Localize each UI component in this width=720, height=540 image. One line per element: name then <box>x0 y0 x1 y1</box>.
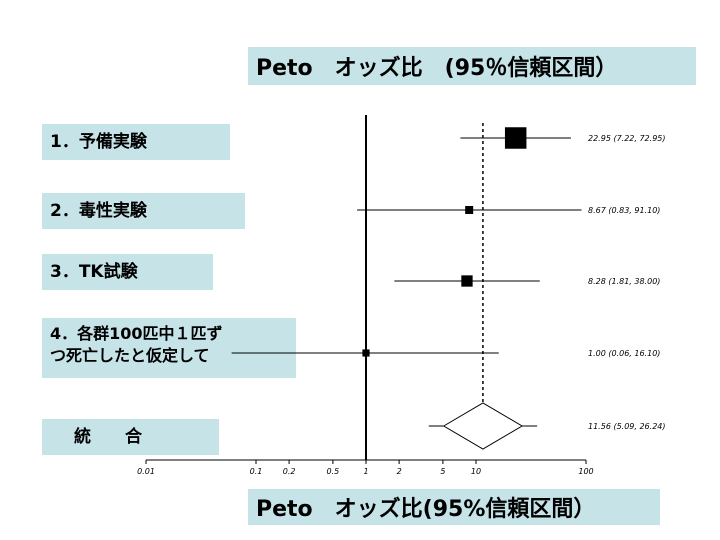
x-tick-label-0.5: 0.5 <box>327 467 340 476</box>
ci-text-study-1: 22.95 (7.22, 72.95) <box>588 134 666 143</box>
point-estimate-study-2 <box>465 206 474 214</box>
ci-text-pooled: 11.56 (5.09, 26.24) <box>588 422 666 431</box>
study-label-1: 1．予備実験 <box>42 124 230 160</box>
point-estimate-study-1 <box>504 127 527 149</box>
chart-title: Peto オッズ比 (95％信頼区間） <box>248 47 696 85</box>
x-tick-label-100: 100 <box>578 467 593 476</box>
x-tick-label-0.2: 0.2 <box>283 467 296 476</box>
study-label-2: 2．毒性実験 <box>42 193 245 229</box>
x-tick-label-10: 10 <box>471 467 481 476</box>
pooled-diamond <box>442 402 524 450</box>
x-tick-label-0.01: 0.01 <box>137 467 155 476</box>
point-estimate-study-3 <box>461 275 473 287</box>
ci-text-study-4: 1.00 (0.06, 16.10) <box>588 349 660 358</box>
x-tick-label-1: 1 <box>363 467 368 476</box>
point-estimate-study-4 <box>362 349 370 357</box>
study-label-3: 3．TK試験 <box>42 254 213 290</box>
study-label-4: 4．各群100匹中１匹ず つ死亡したと仮定して <box>42 318 296 378</box>
pooled-label: 統 合 <box>42 419 219 455</box>
x-axis-label: Peto オッズ比(95%信頼区間） <box>248 489 660 525</box>
x-tick-label-2: 2 <box>397 467 402 476</box>
x-tick-label-0.1: 0.1 <box>250 467 263 476</box>
ci-text-study-2: 8.67 (0.83, 91.10) <box>588 206 660 215</box>
x-tick-label-5: 5 <box>440 467 445 476</box>
ci-text-study-3: 8.28 (1.81, 38.00) <box>588 277 660 286</box>
